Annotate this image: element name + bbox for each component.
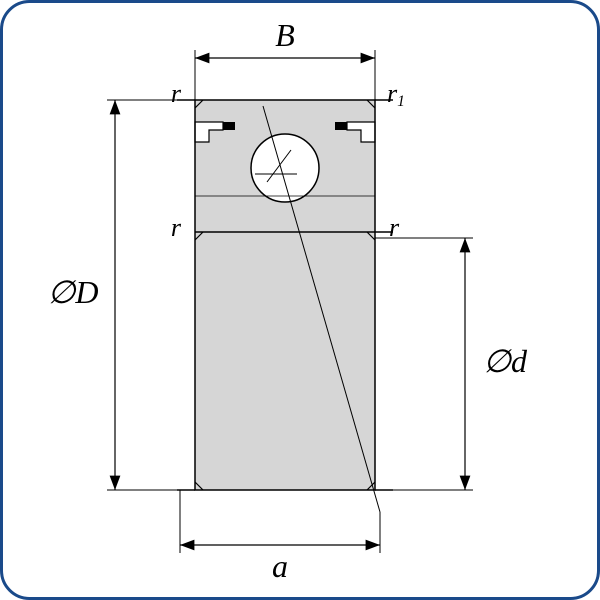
bearing-cross-section-diagram: ∅D ∅d Ba r r1 r r (0, 0, 600, 600)
svg-text:a: a (272, 548, 288, 584)
svg-text:∅d: ∅d (483, 343, 528, 379)
svg-text:r1: r1 (387, 79, 405, 110)
svg-text:r: r (171, 213, 182, 242)
svg-text:r: r (389, 213, 400, 242)
svg-text:B: B (275, 17, 295, 53)
svg-text:∅D: ∅D (48, 274, 99, 310)
svg-text:r: r (171, 79, 182, 108)
